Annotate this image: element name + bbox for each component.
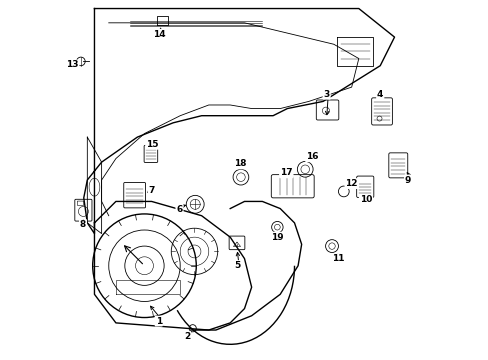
Text: 15: 15 — [146, 140, 158, 149]
Text: 14: 14 — [153, 30, 165, 39]
Text: 5: 5 — [233, 261, 240, 270]
Text: 17: 17 — [280, 168, 292, 177]
Text: 16: 16 — [305, 152, 318, 161]
Text: 6: 6 — [176, 205, 182, 214]
Text: 4: 4 — [376, 90, 383, 99]
Text: 9: 9 — [404, 176, 410, 185]
Text: 3: 3 — [323, 90, 329, 99]
Text: 11: 11 — [331, 254, 344, 263]
Text: 13: 13 — [66, 60, 79, 69]
Text: 7: 7 — [148, 186, 155, 195]
Text: 18: 18 — [233, 159, 246, 168]
Text: 2: 2 — [184, 332, 190, 341]
Text: 8: 8 — [80, 220, 86, 229]
Text: 10: 10 — [359, 195, 371, 204]
Text: 19: 19 — [270, 233, 283, 242]
Text: 1: 1 — [155, 316, 162, 325]
Text: 12: 12 — [345, 179, 357, 188]
